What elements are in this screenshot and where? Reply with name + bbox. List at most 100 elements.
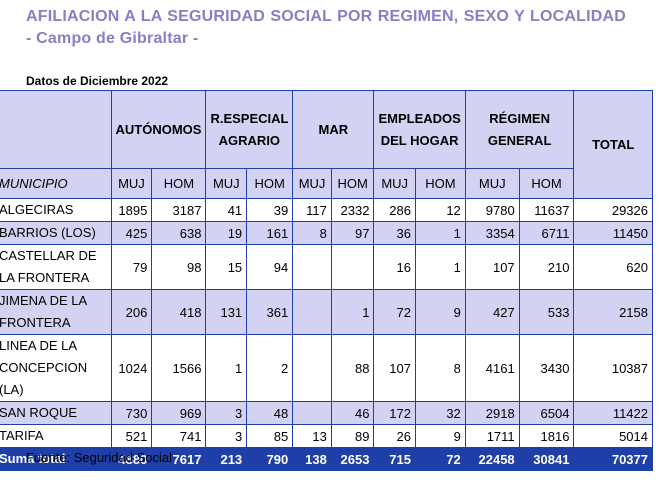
group-header-agrario: R.ESPECIAL AGRARIO <box>205 90 294 169</box>
value-cell: 418 <box>151 289 207 335</box>
value-cell: 286 <box>373 198 416 222</box>
value-cell: 94 <box>246 244 294 290</box>
data-date-label: Datos de Diciembre 2022 <box>26 74 169 88</box>
value-cell: 29326 <box>573 198 653 222</box>
value-cell: 48 <box>246 401 294 425</box>
value-cell: 3430 <box>518 334 575 402</box>
total-value: 138 <box>292 447 332 471</box>
value-cell: 1024 <box>110 334 153 402</box>
total-value: 70377 <box>573 447 653 471</box>
value-cell: 89 <box>330 424 375 448</box>
value-cell: 8 <box>292 221 332 245</box>
value-cell: 107 <box>464 244 520 290</box>
subheader-cell: MUJ <box>110 168 153 199</box>
value-cell: 39 <box>246 198 294 222</box>
value-cell: 11637 <box>518 198 575 222</box>
value-cell: 2918 <box>464 401 520 425</box>
subheader-cell: HOM <box>246 168 294 199</box>
value-cell: 10387 <box>573 334 653 402</box>
table-row: JIMENA DE LA FRONTERA 206 418 131 361 1 72 9 427… <box>0 289 653 335</box>
total-label: Suma total <box>0 447 112 471</box>
table-body: ALGECIRAS 1895 3187 41 39 117 2332 286 12 9780 116… <box>0 198 653 471</box>
value-cell: 26 <box>373 424 416 448</box>
value-cell: 85 <box>246 424 294 448</box>
value-cell: 97 <box>330 221 375 245</box>
total-value: 2653 <box>330 447 375 471</box>
page-title: AFILIACION A LA SEGURIDAD SOCIAL POR REG… <box>26 8 626 47</box>
table-row: CASTELLAR DE LA FRONTERA 79 98 15 94 16 1 107 21… <box>0 244 653 290</box>
value-cell: 5014 <box>573 424 653 448</box>
value-cell: 13 <box>292 424 332 448</box>
value-cell: 730 <box>110 401 153 425</box>
value-cell: 1 <box>330 289 375 335</box>
value-cell: 1 <box>414 221 466 245</box>
table-row: ALGECIRAS 1895 3187 41 39 117 2332 286 12 9780 116… <box>0 198 653 222</box>
value-cell: 3 <box>205 424 248 448</box>
total-value: 72 <box>414 447 466 471</box>
municipality-name: BARRIOS (LOS) <box>0 221 112 245</box>
value-cell: 425 <box>110 221 153 245</box>
corner-header-cell <box>0 90 112 169</box>
value-cell: 11422 <box>573 401 653 425</box>
value-cell: 2 <box>246 334 294 402</box>
total-value: 22458 <box>464 447 520 471</box>
value-cell: 6711 <box>518 221 575 245</box>
value-cell: 1895 <box>110 198 153 222</box>
value-cell: 521 <box>110 424 153 448</box>
value-cell: 1566 <box>151 334 207 402</box>
municipality-name: LINEA DE LA CONCEPCION (LA) <box>0 334 112 402</box>
value-cell: 206 <box>110 289 153 335</box>
value-cell: 3 <box>205 401 248 425</box>
total-value: 715 <box>373 447 416 471</box>
value-cell: 41 <box>205 198 248 222</box>
subheader-cell: MUJ <box>205 168 248 199</box>
value-cell: 79 <box>110 244 153 290</box>
value-cell: 9 <box>414 289 466 335</box>
value-cell: 46 <box>330 401 375 425</box>
value-cell <box>330 244 375 290</box>
value-cell: 1 <box>414 244 466 290</box>
value-cell: 3354 <box>464 221 520 245</box>
value-cell: 2332 <box>330 198 375 222</box>
table-row: TARIFA 521 741 3 85 13 89 26 9 1711 1816 5014 <box>0 424 653 448</box>
group-header-autonomos: AUTÓNOMOS <box>110 90 207 169</box>
value-cell: 98 <box>151 244 207 290</box>
value-cell: 88 <box>330 334 375 402</box>
value-cell: 741 <box>151 424 207 448</box>
value-cell: 107 <box>373 334 416 402</box>
value-cell: 427 <box>464 289 520 335</box>
municipality-name: JIMENA DE LA FRONTERA <box>0 289 112 335</box>
affiliation-table: AUTÓNOMOS R.ESPECIAL AGRARIO MAR EMPLEAD… <box>0 90 653 471</box>
value-cell: 16 <box>373 244 416 290</box>
value-cell: 15 <box>205 244 248 290</box>
value-cell: 6504 <box>518 401 575 425</box>
value-cell: 1711 <box>464 424 520 448</box>
municipality-name: TARIFA <box>0 424 112 448</box>
value-cell <box>292 289 332 335</box>
group-header-mar: MAR <box>292 90 375 169</box>
value-cell <box>292 244 332 290</box>
value-cell: 620 <box>573 244 653 290</box>
subheader-cell: HOM <box>414 168 466 199</box>
value-cell: 210 <box>518 244 575 290</box>
total-value: 213 <box>205 447 248 471</box>
value-cell: 2158 <box>573 289 653 335</box>
value-cell: 1 <box>205 334 248 402</box>
value-cell <box>292 401 332 425</box>
total-row: Suma total 4880 7617 213 790 138 2653 715 72 2245… <box>0 447 653 471</box>
value-cell: 9 <box>414 424 466 448</box>
municipality-name: CASTELLAR DE LA FRONTERA <box>0 244 112 290</box>
value-cell: 12 <box>414 198 466 222</box>
value-cell: 161 <box>246 221 294 245</box>
municipality-name: SAN ROQUE <box>0 401 112 425</box>
value-cell: 72 <box>373 289 416 335</box>
value-cell: 117 <box>292 198 332 222</box>
source-note: Fuente: Seguridad Social <box>26 450 172 465</box>
subheader-cell: MUJ <box>464 168 520 199</box>
value-cell: 969 <box>151 401 207 425</box>
value-cell: 9780 <box>464 198 520 222</box>
value-cell: 36 <box>373 221 416 245</box>
subheader-cell: MUJ <box>292 168 332 199</box>
subheader-cell: HOM <box>518 168 575 199</box>
total-value: 7617 <box>151 447 207 471</box>
